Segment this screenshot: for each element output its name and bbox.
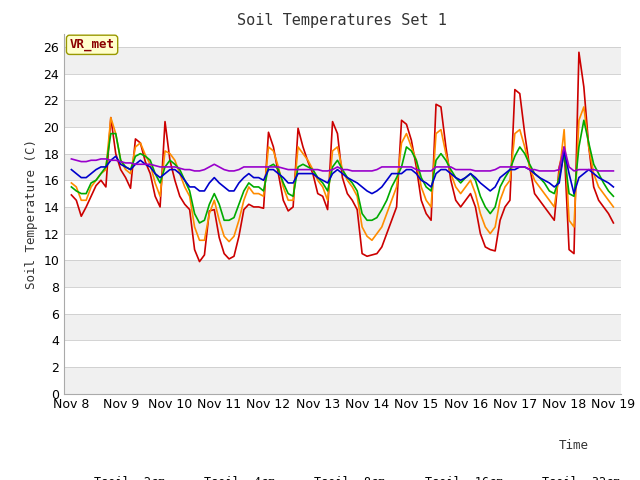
Line: Tsoil -32cm: Tsoil -32cm [72,147,613,171]
Bar [64,287,621,313]
Tsoil -4cm [324,197,332,203]
Tsoil -4cm [275,164,282,170]
Bar [64,260,621,287]
Tsoil -16cm [600,178,607,183]
Tsoil -4cm [600,191,607,196]
Tsoil -8cm [191,211,198,216]
Tsoil -32cm [275,164,282,170]
Tsoil -4cm [580,104,588,110]
Bar [64,47,621,73]
Tsoil -32cm [211,161,218,167]
Tsoil -32cm [388,164,396,170]
Tsoil -2cm [388,217,396,223]
Line: Tsoil -8cm: Tsoil -8cm [72,120,613,223]
Tsoil -8cm [580,118,588,123]
Bar [64,207,621,234]
Bar [64,367,621,394]
Tsoil -4cm [225,239,233,244]
Title: Soil Temperatures Set 1: Soil Temperatures Set 1 [237,13,447,28]
Tsoil -16cm [388,171,396,177]
Tsoil -32cm [196,168,204,174]
Bar [64,100,621,127]
Tsoil -16cm [269,167,277,172]
Tsoil -16cm [205,180,213,186]
Bar [64,127,621,154]
Tsoil -32cm [560,144,568,150]
Bar [64,154,621,180]
Tsoil -32cm [600,168,607,174]
Tsoil -4cm [388,197,396,203]
Tsoil -8cm [68,184,76,190]
Tsoil -4cm [191,224,198,230]
Tsoil -2cm [600,204,607,210]
Tsoil -2cm [275,171,282,177]
Line: Tsoil -2cm: Tsoil -2cm [72,52,613,262]
Tsoil -8cm [388,184,396,190]
Tsoil -8cm [600,180,607,186]
Tsoil -32cm [68,156,76,162]
Tsoil -16cm [68,167,76,172]
Tsoil -16cm [191,184,198,190]
Tsoil -2cm [196,259,204,264]
Tsoil -4cm [609,204,617,210]
Bar [64,180,621,207]
Tsoil -32cm [324,168,332,174]
Tsoil -2cm [324,207,332,213]
Tsoil -16cm [368,191,376,196]
Legend: Tsoil -2cm, Tsoil -4cm, Tsoil -8cm, Tsoil -16cm, Tsoil -32cm: Tsoil -2cm, Tsoil -4cm, Tsoil -8cm, Tsoi… [60,471,625,480]
Y-axis label: Soil Temperature (C): Soil Temperature (C) [25,139,38,288]
Tsoil -2cm [191,247,198,252]
Tsoil -8cm [609,193,617,199]
Tsoil -8cm [196,220,204,226]
Bar [64,234,621,260]
Tsoil -32cm [191,168,198,174]
Bar [64,73,621,100]
Tsoil -2cm [68,192,76,198]
Tsoil -32cm [609,168,617,174]
Tsoil -16cm [319,178,326,183]
Line: Tsoil -4cm: Tsoil -4cm [72,107,613,241]
Tsoil -2cm [609,220,617,226]
Line: Tsoil -16cm: Tsoil -16cm [72,151,613,193]
Tsoil -16cm [560,148,568,154]
Text: VR_met: VR_met [70,38,115,51]
Tsoil -8cm [324,188,332,194]
Tsoil -4cm [68,180,76,186]
Tsoil -16cm [609,184,617,190]
Tsoil -4cm [205,211,213,216]
Bar [64,313,621,340]
Tsoil -2cm [575,49,583,55]
Tsoil -2cm [211,207,218,213]
Tsoil -8cm [211,191,218,196]
Bar [64,340,621,367]
Tsoil -8cm [275,167,282,172]
Text: Time: Time [559,439,589,452]
